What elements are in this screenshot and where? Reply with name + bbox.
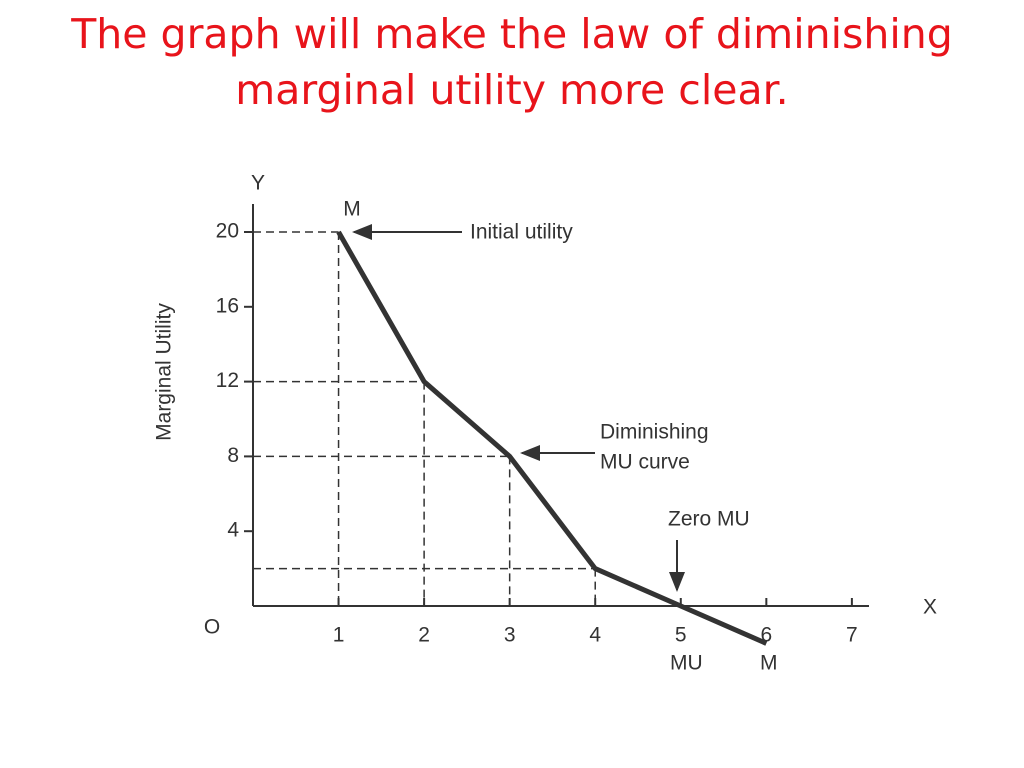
x-tick-label: 4 [589, 624, 601, 647]
annotation: MU curve [600, 451, 690, 474]
y-tick-label: 20 [216, 220, 239, 243]
annotation: M [760, 652, 778, 675]
annotation: Zero MU [668, 508, 750, 531]
y-tick-label: 16 [216, 294, 239, 317]
y-axis-label: Marginal Utility [153, 303, 176, 441]
annotation: Initial utility [470, 221, 573, 244]
origin-label: O [204, 616, 220, 639]
annotation: M [343, 198, 361, 221]
x-tick-label: 2 [418, 624, 430, 647]
x-tick-label: 5 [675, 624, 687, 647]
x-tick-label: 6 [760, 624, 772, 647]
x-tick-label: 3 [504, 624, 516, 647]
annotation: MU [670, 652, 703, 675]
slide-title: The graph will make the law of diminishi… [71, 10, 953, 114]
y-tick-label: 8 [227, 444, 239, 467]
x-tick-label: 7 [846, 624, 858, 647]
line [336, 230, 768, 646]
x-tick-label: 1 [333, 624, 345, 647]
y-tick-label: 4 [227, 519, 239, 542]
y-axis-name: Y [251, 172, 265, 195]
annotation: Diminishing [600, 421, 709, 444]
y-tick-label: 12 [216, 369, 239, 392]
x-axis-label: X [923, 596, 937, 619]
